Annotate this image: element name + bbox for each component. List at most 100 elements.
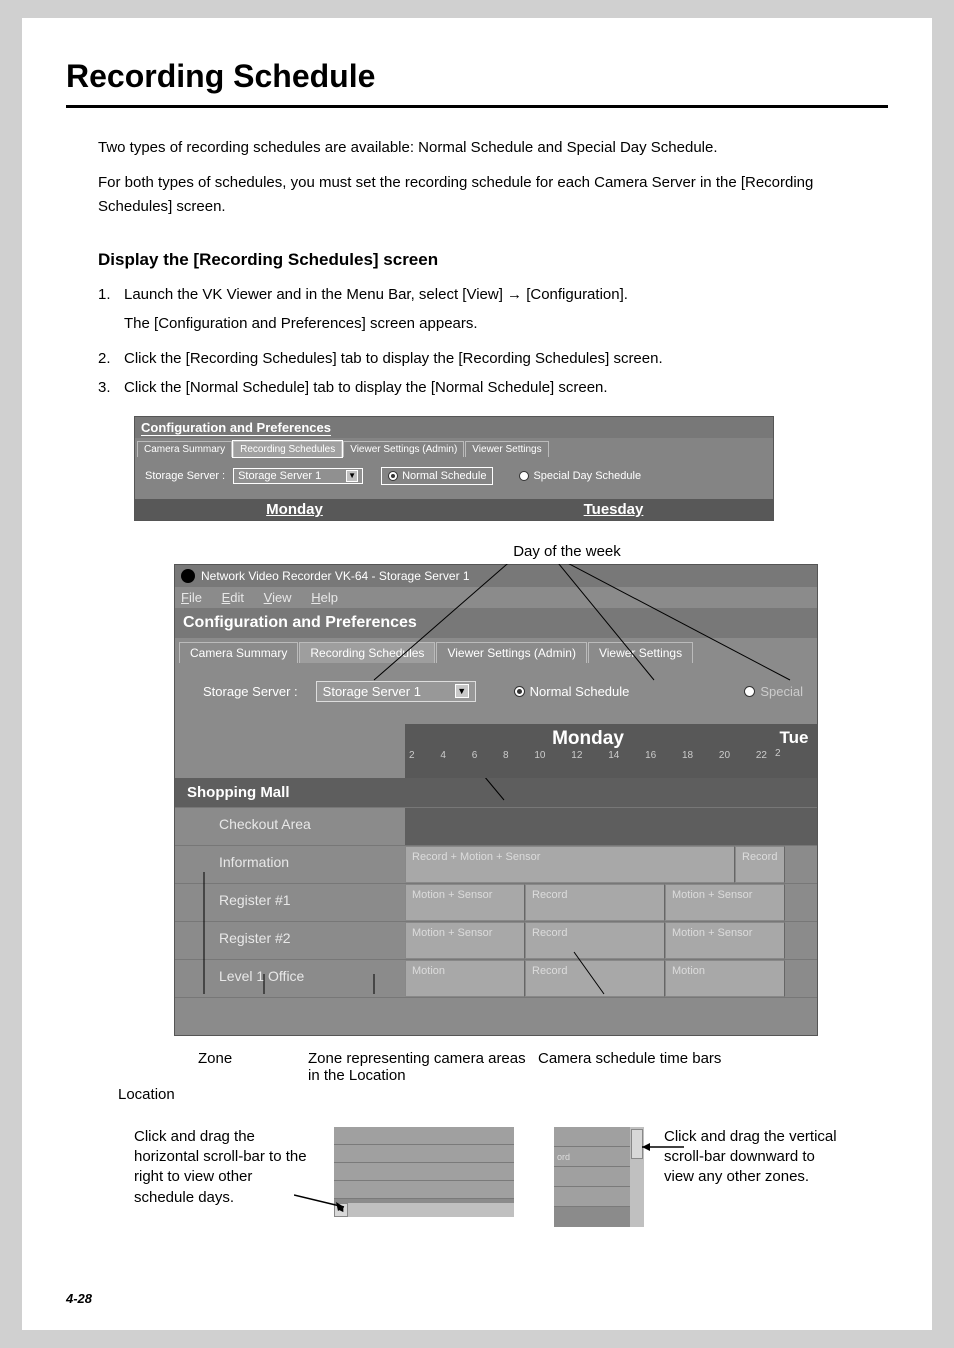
radio-normal-schedule[interactable]: Normal Schedule — [381, 467, 493, 485]
step-number: 1. — [98, 286, 124, 303]
scroll-annotations: Click and drag the horizontal scroll-bar… — [134, 1127, 878, 1227]
schedule-bar[interactable]: Record — [735, 846, 785, 883]
schedule-bar[interactable]: Record — [525, 960, 665, 997]
step-text: Click the [Normal Schedule] tab to displ… — [124, 379, 888, 396]
tab-row: Camera Summary Recording Schedules Viewe… — [135, 438, 773, 457]
menu-bar: File Edit View Help — [175, 587, 817, 608]
page-title: Recording Schedule — [66, 58, 888, 95]
menu-edit[interactable]: Edit — [222, 590, 244, 605]
screenshot-2-wrapper: Network Video Recorder VK-64 - Storage S… — [174, 564, 834, 1036]
radio-normal-schedule[interactable]: Normal Schedule — [514, 684, 630, 699]
zone-cells: MotionRecordMotion — [405, 959, 817, 997]
schedule-bar[interactable]: Record — [525, 922, 665, 959]
hscroll-mini-wrap: ◄ — [334, 1127, 514, 1217]
empty-cells — [405, 997, 817, 1035]
zone-label: Register #1 — [175, 883, 405, 921]
text: and in the Menu Bar, select [View] → [Co… — [272, 286, 628, 303]
storage-server-combo[interactable]: Storage Server 1 ▼ — [316, 681, 476, 702]
step-number: 3. — [98, 379, 124, 396]
window-titlebar: Network Video Recorder VK-64 - Storage S… — [175, 565, 817, 587]
radio-label: Special Day Schedule — [533, 470, 641, 482]
tab-viewer-settings-admin[interactable]: Viewer Settings (Admin) — [343, 441, 464, 457]
zone-label: Information — [175, 845, 405, 883]
tab-camera-summary[interactable]: Camera Summary — [137, 441, 232, 457]
tab-recording-schedules[interactable]: Recording Schedules — [299, 642, 435, 663]
schedule-bar[interactable]: Record + Motion + Sensor — [405, 846, 735, 883]
tick: 12 — [571, 750, 582, 761]
storage-server-label: Storage Server : — [145, 470, 225, 482]
hour-ticks: 2 — [771, 748, 817, 759]
menu-view[interactable]: View — [264, 590, 292, 605]
bottom-annotations: Zone Zone representing camera areas in t… — [118, 1050, 878, 1227]
storage-server-combo[interactable]: Storage Server 1 ▼ — [233, 468, 363, 484]
schedule-bar[interactable]: Motion — [405, 960, 525, 997]
window-title-text: Configuration and Preferences — [141, 420, 331, 436]
tab-viewer-settings[interactable]: Viewer Settings — [465, 441, 548, 457]
window-titlebar: Configuration and Preferences — [135, 417, 773, 438]
left-column — [175, 724, 405, 778]
toolbar-row: Storage Server : Storage Server 1 ▼ Norm… — [175, 663, 817, 724]
panel-title: Configuration and Preferences — [175, 608, 817, 638]
screenshot-config-strip: Configuration and Preferences Camera Sum… — [134, 416, 774, 521]
page-number: 4-28 — [66, 1291, 92, 1306]
schedule-bar[interactable]: Motion + Sensor — [665, 922, 785, 959]
day-name: Monday — [405, 724, 771, 750]
title-rule — [66, 105, 888, 108]
chevron-down-icon: ▼ — [455, 684, 469, 698]
annotation-day-of-week: Day of the week — [246, 543, 888, 560]
zone-cells: Motion + SensorRecordMotion + Sensor — [405, 921, 817, 959]
tick: 8 — [503, 750, 509, 761]
menu-file[interactable]: File — [181, 590, 202, 605]
combo-value: Storage Server 1 — [323, 684, 421, 699]
tab-viewer-settings-admin[interactable]: Viewer Settings (Admin) — [436, 642, 587, 663]
radio-special-day-schedule[interactable]: Special — [744, 684, 803, 699]
day-header-monday: Monday 2 4 6 8 10 12 14 16 18 20 — [405, 724, 771, 778]
schedule-bar[interactable]: Record — [525, 884, 665, 921]
tick: 16 — [645, 750, 656, 761]
zone-label: Register #2 — [175, 921, 405, 959]
zone-row: InformationRecord + Motion + SensorRecor… — [175, 845, 817, 883]
step-text: Click the [Recording Schedules] tab to d… — [124, 350, 888, 367]
tab-viewer-settings[interactable]: Viewer Settings — [588, 642, 693, 663]
text: Launch the — [124, 286, 202, 303]
day-header-row: Monday Tuesday — [135, 499, 773, 520]
combo-value: Storage Server 1 — [238, 470, 321, 482]
storage-server-label: Storage Server : — [203, 684, 298, 699]
tick: 2 — [775, 748, 781, 759]
empty-row — [175, 997, 817, 1035]
zone-label: Level 1 Office — [175, 959, 405, 997]
tab-row: Camera Summary Recording Schedules Viewe… — [175, 638, 817, 663]
text: VK Viewer — [202, 286, 272, 303]
tick: 18 — [682, 750, 693, 761]
toolbar-row: Storage Server : Storage Server 1 ▼ Norm… — [135, 457, 773, 499]
app-icon — [181, 569, 195, 583]
tab-camera-summary[interactable]: Camera Summary — [179, 642, 298, 663]
schedule-bar[interactable]: Motion — [665, 960, 785, 997]
radio-dot-icon — [388, 471, 398, 481]
hour-ticks: 2 4 6 8 10 12 14 16 18 20 22 — [405, 750, 771, 761]
step-1: 1. Launch the VK Viewer and in the Menu … — [98, 286, 888, 303]
mini-screenshot-vscroll: ord — [554, 1127, 644, 1227]
radio-dot-icon — [744, 686, 755, 697]
schedule-bar[interactable]: Motion + Sensor — [405, 884, 525, 921]
tab-recording-schedules[interactable]: Recording Schedules — [233, 441, 342, 457]
intro-paragraph-2: For both types of schedules, you must se… — [98, 171, 888, 218]
step-1-sub: The [Configuration and Preferences] scre… — [124, 315, 888, 332]
schedule-bar[interactable]: Motion + Sensor — [405, 922, 525, 959]
tick: 2 — [409, 750, 415, 761]
day-header-tuesday: Tue 2 — [771, 724, 817, 778]
radio-special-day-schedule[interactable]: Special Day Schedule — [519, 470, 641, 482]
annotation-camera-schedule: Camera schedule time bars — [538, 1050, 721, 1084]
menu-help[interactable]: Help — [311, 590, 338, 605]
radio-label: Normal Schedule — [530, 684, 630, 699]
schedule-bar[interactable]: Motion + Sensor — [665, 884, 785, 921]
vscroll-mini-wrap: ord — [554, 1127, 644, 1227]
vscroll-arrow — [634, 1127, 774, 1227]
tick: 14 — [608, 750, 619, 761]
text: ] screen. — [168, 198, 226, 215]
step-2: 2. Click the [Recording Schedules] tab t… — [98, 350, 888, 367]
zone-label: Checkout Area — [175, 807, 405, 845]
tick: 22 — [756, 750, 767, 761]
day-header-monday: Monday — [135, 499, 454, 520]
annotation-location: Location — [118, 1086, 878, 1103]
